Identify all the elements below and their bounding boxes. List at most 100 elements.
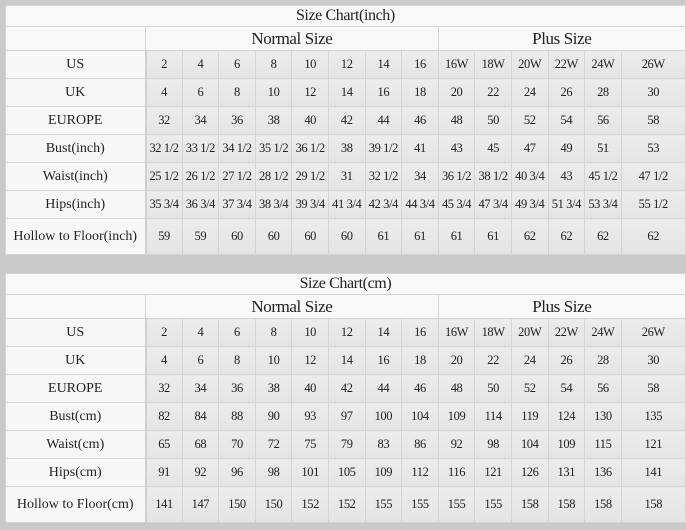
table-cell: 48	[437, 106, 476, 135]
row-label: US	[5, 50, 147, 79]
table-cell: 53	[620, 134, 686, 163]
table-row: EUROPE 32 34 36 38 40 42 44 46 48 50 52 54 56 58	[5, 374, 686, 403]
table-cell: 38	[327, 134, 366, 163]
table-cell: 79	[327, 430, 366, 459]
table-cell: 42	[327, 106, 366, 135]
table-cell: 24	[510, 78, 549, 107]
table-cell: 18W	[474, 318, 512, 347]
table-cell: 35 1/2	[254, 134, 293, 163]
table-cell: 32 1/2	[364, 162, 403, 191]
table-cell: 98	[254, 458, 293, 487]
row-label: Hollow to Floor(inch)	[5, 218, 147, 255]
table-cell: 16W	[437, 318, 476, 347]
table-cell: 86	[401, 430, 439, 459]
table-cell: 121	[620, 430, 686, 459]
table-cell: 50	[474, 374, 512, 403]
table-cell: 158	[584, 486, 622, 523]
table-cell: 45 3/4	[437, 190, 476, 219]
row-label: Waist(cm)	[5, 430, 147, 459]
table-cell: 31	[327, 162, 366, 191]
table-cell: 42 3/4	[364, 190, 403, 219]
table-cell: 52	[510, 106, 549, 135]
corner-cell	[5, 26, 146, 51]
table-cell: 10	[254, 346, 293, 375]
table-cell: 20W	[510, 50, 549, 79]
table-cell: 2	[145, 318, 183, 347]
table-cell: 60	[327, 218, 366, 255]
table-cell: 37 3/4	[218, 190, 256, 219]
table-cell: 30	[620, 346, 686, 375]
table-cell: 84	[181, 402, 220, 431]
table-cell: 8	[254, 318, 293, 347]
table-cell: 47 3/4	[474, 190, 512, 219]
table-cell: 104	[510, 430, 549, 459]
table-cell: 158	[620, 486, 686, 523]
table-cell: 116	[437, 458, 476, 487]
group-plus-size: Plus Size	[437, 26, 686, 51]
table-cell: 22	[474, 78, 512, 107]
table-cell: 34	[181, 374, 220, 403]
table-cell: 47 1/2	[620, 162, 686, 191]
table-cell: 158	[547, 486, 586, 523]
table-cell: 18	[401, 78, 439, 107]
table-cell: 141	[145, 486, 183, 523]
table-cell: 54	[547, 374, 586, 403]
corner-cell	[5, 294, 146, 319]
table-cell: 155	[437, 486, 476, 523]
table-row: Hollow to Floor(cm) 141 147 150 150 152 152 155…	[5, 486, 686, 523]
table-cell: 114	[474, 402, 512, 431]
table-cell: 61	[364, 218, 403, 255]
table-cell: 36	[218, 106, 256, 135]
table-cell: 58	[620, 106, 686, 135]
table-cell: 20	[437, 78, 476, 107]
table-cell: 39 1/2	[364, 134, 403, 163]
table-cell: 46	[401, 374, 439, 403]
group-header-row: Normal Size Plus Size	[5, 294, 686, 319]
table-cell: 150	[254, 486, 293, 523]
table-cell: 26	[547, 78, 586, 107]
table-cell: 82	[145, 402, 183, 431]
row-label: Hips(inch)	[5, 190, 147, 219]
table-row: Bust(inch) 32 1/2 33 1/2 34 1/2 35 1/2 36 1/2…	[5, 134, 686, 163]
table-cell: 152	[291, 486, 329, 523]
table-cell: 38 1/2	[474, 162, 512, 191]
table-cell: 49 3/4	[510, 190, 549, 219]
table-cell: 26 1/2	[181, 162, 220, 191]
table-cell: 56	[584, 374, 622, 403]
table-cell: 40 3/4	[510, 162, 549, 191]
table-cell: 36	[218, 374, 256, 403]
table-cell: 26	[547, 346, 586, 375]
table-cell: 93	[291, 402, 329, 431]
row-label: Bust(inch)	[5, 134, 147, 163]
table-cell: 34	[401, 162, 439, 191]
table-cell: 121	[474, 458, 512, 487]
table-cell: 33 1/2	[181, 134, 220, 163]
table-cell: 16	[364, 78, 403, 107]
table-cell: 38	[254, 106, 293, 135]
chart-title: Size Chart(inch)	[5, 5, 686, 27]
table-cell: 115	[584, 430, 622, 459]
table-cell: 20W	[510, 318, 549, 347]
table-cell: 8	[254, 50, 293, 79]
table-cell: 16	[401, 50, 439, 79]
table-cell: 126	[510, 458, 549, 487]
table-cell: 8	[218, 346, 256, 375]
table-cell: 97	[327, 402, 366, 431]
table-cell: 49	[547, 134, 586, 163]
group-header-row: Normal Size Plus Size	[5, 26, 686, 51]
table-cell: 100	[364, 402, 403, 431]
table-cell: 12	[327, 50, 366, 79]
table-row: EUROPE 32 34 36 38 40 42 44 46 48 50 52 54 56 58	[5, 106, 686, 135]
table-cell: 105	[327, 458, 366, 487]
table-cell: 43	[547, 162, 586, 191]
table-cell: 4	[181, 318, 220, 347]
table-cell: 59	[181, 218, 220, 255]
table-cell: 90	[254, 402, 293, 431]
table-cell: 158	[510, 486, 549, 523]
table-cell: 38 3/4	[254, 190, 293, 219]
table-cell: 24	[510, 346, 549, 375]
row-label: Hollow to Floor(cm)	[5, 486, 147, 523]
table-cell: 6	[218, 50, 256, 79]
table-cell: 62	[584, 218, 622, 255]
table-cell: 51	[584, 134, 622, 163]
